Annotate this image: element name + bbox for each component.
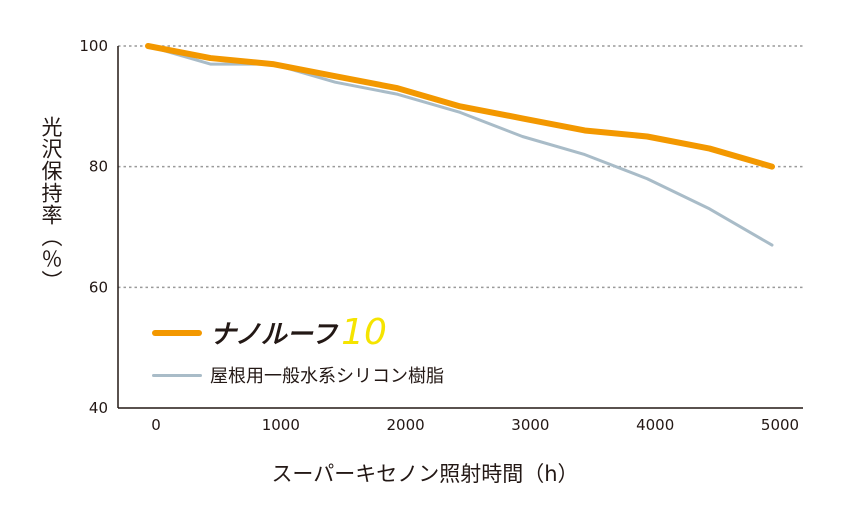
legend-label-number: 10 [341, 312, 387, 353]
y-axis-label: 光沢保持率（％） [39, 116, 63, 292]
y-tick-label: 40 [89, 399, 108, 417]
legend-label: 屋根用一般水系シリコン樹脂 [210, 366, 444, 387]
x-axis-label: スーパーキセノン照射時間（h） [271, 462, 579, 486]
x-tick-label: 0 [151, 416, 161, 434]
x-tick-label: 2000 [387, 416, 425, 434]
legend-swatch [152, 329, 202, 336]
y-tick-label: 60 [89, 278, 108, 296]
x-tick-label: 4000 [636, 416, 674, 434]
y-tick-label: 80 [89, 158, 108, 176]
x-tick-label: 3000 [511, 416, 549, 434]
legend-item-nanoroof: ナノルーフ 10 [152, 312, 387, 353]
x-tick-label: 1000 [262, 416, 300, 434]
y-tick-label: 100 [79, 37, 108, 55]
legend-item-silicone: 屋根用一般水系シリコン樹脂 [152, 362, 444, 388]
legend-swatch [152, 373, 202, 377]
legend-label: ナノルーフ [210, 320, 338, 350]
x-tick-label: 5000 [761, 416, 799, 434]
